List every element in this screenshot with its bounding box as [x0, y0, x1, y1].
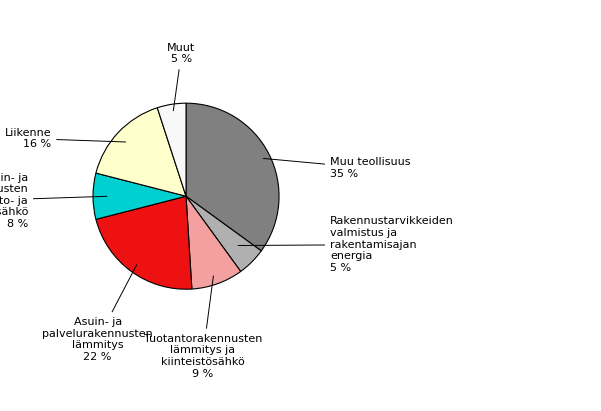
- Text: Muu teollisuus
35 %: Muu teollisuus 35 %: [263, 157, 410, 179]
- Wedge shape: [96, 108, 186, 196]
- Text: Tuotantorakennusten
lämmitys ja
kiinteistösähkö
9 %: Tuotantorakennusten lämmitys ja kiinteis…: [144, 276, 262, 379]
- Text: Rakennustarvikkeiden
valmistus ja
rakentamisajan
energia
5 %: Rakennustarvikkeiden valmistus ja rakent…: [238, 216, 454, 273]
- Text: Asuin- ja
palvelurakennusten
lämmitys
22 %: Asuin- ja palvelurakennusten lämmitys 22…: [42, 265, 153, 362]
- Wedge shape: [93, 173, 186, 219]
- Wedge shape: [157, 103, 186, 196]
- Wedge shape: [96, 196, 192, 289]
- Wedge shape: [186, 103, 279, 251]
- Text: Liikenne
16 %: Liikenne 16 %: [5, 128, 126, 149]
- Wedge shape: [186, 196, 240, 289]
- Text: Asuin- ja
palvelurakennusten
huoneisto- ja
kiinteistösähkösähkö
8 %: Asuin- ja palvelurakennusten huoneisto- …: [0, 173, 107, 229]
- Wedge shape: [186, 196, 261, 271]
- Text: Muut
5 %: Muut 5 %: [167, 42, 195, 111]
